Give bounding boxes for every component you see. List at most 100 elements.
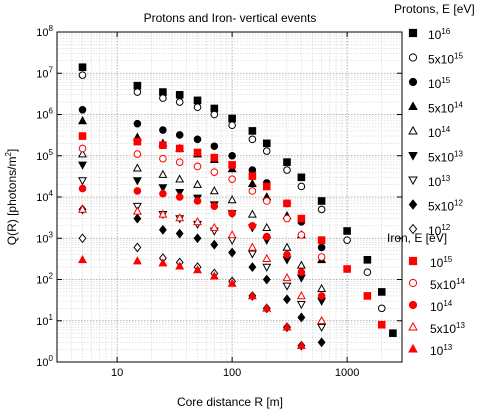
data-point — [78, 144, 87, 153]
data-point — [78, 161, 87, 170]
data-point — [228, 114, 236, 123]
legend-marker — [408, 223, 418, 235]
legend-marker — [408, 278, 418, 288]
data-point — [133, 137, 142, 146]
data-point — [317, 253, 326, 261]
legend-label: 1015 — [428, 76, 451, 91]
series-iron-1015 — [78, 132, 386, 329]
data-point — [78, 116, 87, 125]
y-tick-label: 101 — [36, 313, 53, 328]
data-point — [297, 231, 306, 239]
data-point — [210, 110, 219, 119]
data-point — [227, 278, 237, 287]
data-point — [175, 98, 184, 106]
data-point — [175, 144, 184, 153]
data-point — [193, 103, 202, 112]
data-point — [317, 236, 326, 244]
chart-title: Protons and Iron- vertical events — [144, 11, 317, 25]
data-point — [296, 291, 306, 300]
data-point — [193, 197, 202, 205]
data-point — [296, 301, 306, 310]
data-point — [283, 199, 291, 208]
data-point — [317, 323, 327, 332]
data-point — [283, 166, 291, 174]
data-point — [377, 304, 386, 313]
data-point — [228, 247, 237, 258]
data-point — [175, 158, 184, 166]
legend-marker — [408, 256, 418, 266]
data-point — [296, 260, 306, 269]
data-point — [283, 250, 291, 259]
x-tick-label: 100 — [223, 367, 241, 379]
y-tick-label: 103 — [36, 230, 53, 245]
data-point — [78, 233, 87, 244]
y-tick-label: 100 — [36, 354, 53, 369]
data-point — [193, 265, 202, 274]
legend-label: 5x1014 — [428, 101, 463, 116]
data-point — [282, 282, 292, 291]
series-protons-1015 — [78, 105, 326, 252]
data-point — [78, 63, 87, 72]
data-point — [262, 139, 271, 148]
legend-marker — [408, 53, 418, 62]
data-point — [317, 337, 326, 348]
data-point — [283, 158, 291, 166]
data-point — [158, 184, 168, 193]
data-point — [78, 204, 87, 213]
data-point — [317, 197, 326, 205]
data-point — [133, 81, 142, 90]
data-point — [193, 217, 202, 226]
y-tick-label: 105 — [36, 148, 53, 163]
data-point — [159, 141, 167, 150]
data-point — [78, 105, 87, 114]
data-point — [227, 195, 237, 204]
legend-title-iron: Iron, E [eV] — [387, 231, 447, 245]
data-point — [247, 291, 257, 300]
data-point — [78, 71, 87, 79]
legend-label: 5x1013 — [428, 150, 463, 165]
data-point — [193, 135, 202, 144]
data-point — [209, 222, 219, 232]
data-point — [343, 265, 351, 273]
data-marks — [78, 63, 397, 351]
series-protons-1016 — [78, 63, 397, 337]
data-point — [210, 239, 219, 250]
data-point — [282, 272, 292, 282]
legend-label: 5x1014 — [430, 277, 465, 292]
data-point — [133, 119, 142, 128]
data-point — [158, 224, 167, 235]
legend-title-protons: Protons, E [eV] — [394, 2, 475, 16]
data-point — [228, 151, 236, 160]
legend-marker — [408, 101, 418, 111]
legend: Protons, E [eV] 1016 5x1015 1015 5x1014 1014 5… — [387, 2, 475, 358]
data-point — [297, 182, 306, 191]
data-point — [248, 187, 257, 195]
data-point — [175, 213, 185, 222]
legend-marker — [408, 321, 418, 331]
legend-marker — [408, 77, 418, 87]
legend-label: 1013 — [428, 174, 451, 189]
data-point — [78, 184, 87, 193]
data-point — [262, 147, 271, 155]
data-point — [248, 222, 257, 230]
legend-label: 1015 — [430, 255, 453, 270]
data-point — [78, 149, 87, 158]
data-point — [158, 258, 168, 267]
legend-label: 5x1015 — [428, 52, 463, 67]
data-point — [175, 174, 185, 183]
x-axis-label: Core distance R [m] — [177, 395, 283, 409]
y-tick-label: 102 — [36, 272, 53, 287]
legend-marker — [408, 300, 418, 310]
data-point — [133, 242, 142, 253]
data-point — [317, 315, 327, 325]
data-point — [159, 94, 167, 102]
data-point — [132, 206, 142, 215]
data-point — [247, 178, 257, 188]
data-point — [158, 209, 168, 218]
legend-marker — [408, 151, 418, 161]
data-point — [159, 154, 167, 163]
data-point — [317, 243, 326, 252]
data-point — [283, 294, 291, 305]
legend-marker — [408, 176, 418, 186]
data-point — [247, 209, 257, 218]
